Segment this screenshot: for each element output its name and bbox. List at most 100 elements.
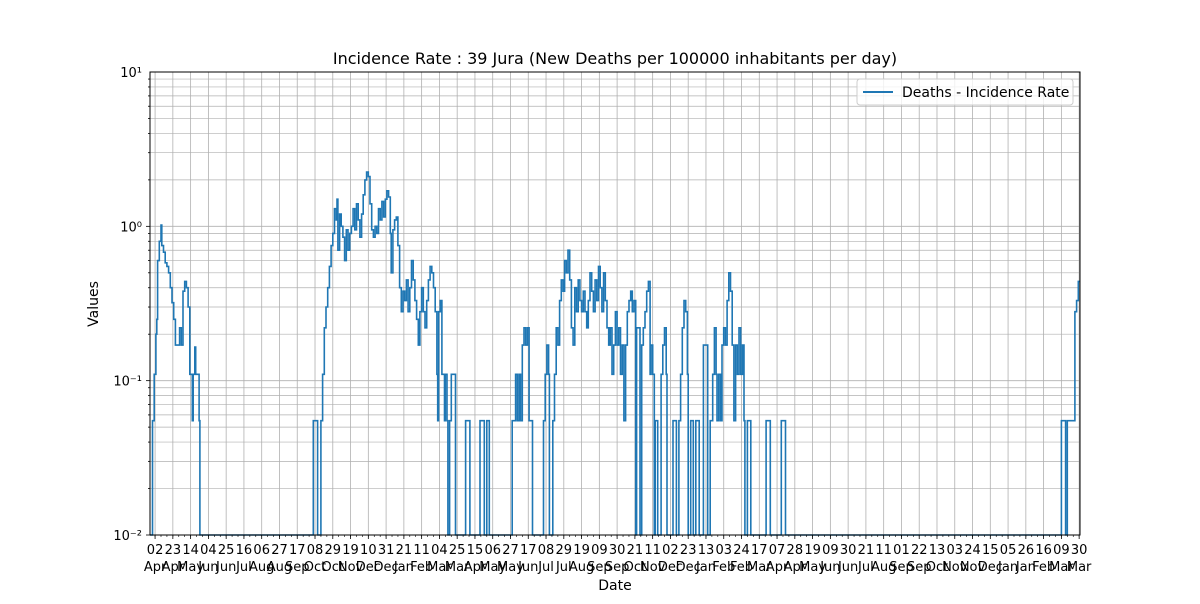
series-line-deaths-incidence-rate: [150, 171, 1080, 536]
x-tick-label-month: May: [799, 560, 826, 575]
grid: [150, 72, 1080, 536]
legend-box: [856, 78, 1074, 106]
y-tick-label: 10⁻¹: [113, 375, 142, 390]
y-tick-label: 10⁰: [120, 220, 142, 235]
x-tick-label-month: Jun: [819, 560, 840, 575]
x-tick-label-day: 06: [253, 543, 270, 558]
x-tick-label-month: Dec: [658, 560, 683, 575]
x-tick-label-month: Sep: [889, 560, 914, 575]
y-tick-label: 10¹: [120, 66, 142, 81]
x-axis: 02Apr23Apr14May04Jun25Jun16Jul06Aug27Aug…: [144, 535, 1092, 575]
x-tick-label-month: Apr: [162, 560, 185, 575]
x-tick-label-month: Jul: [235, 560, 252, 575]
x-tick-label-day: 13: [929, 543, 946, 558]
x-tick-label-day: 29: [556, 543, 573, 558]
x-tick-label-month: May: [497, 560, 524, 575]
x-tick-label-day: 04: [200, 543, 217, 558]
x-tick-label-day: 03: [715, 543, 732, 558]
series-layer: [150, 171, 1080, 536]
x-tick-label-month: Feb: [410, 560, 433, 575]
x-tick-label-day: 24: [733, 543, 750, 558]
x-tick-label-day: 19: [804, 543, 821, 558]
x-tick-label-month: Mar: [1049, 560, 1074, 575]
x-tick-label-month: Jul: [555, 560, 572, 575]
x-tick-label-day: 13: [698, 543, 715, 558]
x-tick-label-day: 24: [964, 543, 981, 558]
x-tick-label-month: Mar: [427, 560, 452, 575]
x-tick-label-day: 10: [360, 543, 377, 558]
x-tick-label-day: 26: [1018, 543, 1035, 558]
x-tick-label-day: 27: [271, 543, 288, 558]
x-tick-label-day: 29: [325, 543, 342, 558]
x-tick-label-month: Feb: [712, 560, 735, 575]
x-tick-label-month: Sep: [605, 560, 630, 575]
x-tick-label-day: 16: [236, 543, 253, 558]
x-tick-label-month: Nov: [338, 560, 364, 575]
x-tick-label-day: 31: [378, 543, 395, 558]
x-tick-label-month: Jul: [857, 560, 874, 575]
x-tick-label-month: Jan: [695, 560, 716, 575]
x-tick-label-month: Apr: [144, 560, 167, 575]
x-tick-label-month: Mar: [445, 560, 470, 575]
x-tick-label-month: Oct: [322, 560, 344, 575]
x-tick-label-day: 15: [467, 543, 484, 558]
x-tick-label-day: 09: [591, 543, 608, 558]
x-tick-label-day: 21: [858, 543, 875, 558]
x-tick-label-month: Nov: [960, 560, 986, 575]
x-tick-label-month: Mar: [747, 560, 772, 575]
x-tick-label-day: 14: [182, 543, 199, 558]
x-tick-label-month: Sep: [285, 560, 310, 575]
x-tick-label-day: 02: [662, 543, 679, 558]
x-tick-label-month: Aug: [569, 560, 594, 575]
x-tick-label-month: Jun: [837, 560, 858, 575]
x-tick-label-month: Feb: [730, 560, 753, 575]
x-tick-label-month: Jun: [215, 560, 236, 575]
x-tick-label-day: 06: [484, 543, 501, 558]
x-tick-label-month: Oct: [624, 560, 646, 575]
x-tick-label-month: Dec: [374, 560, 399, 575]
x-tick-label-day: 08: [307, 543, 324, 558]
x-tick-label-day: 02: [147, 543, 164, 558]
x-tick-label-month: Dec: [356, 560, 381, 575]
x-tick-label-month: Aug: [871, 560, 896, 575]
x-tick-label-day: 25: [218, 543, 235, 558]
x-tick-label-day: 09: [822, 543, 839, 558]
x-tick-label-month: Nov: [942, 560, 968, 575]
x-tick-label-day: 11: [644, 543, 661, 558]
x-tick-label-day: 11: [413, 543, 430, 558]
plot-frame: [149, 71, 1081, 536]
x-tick-label-month: Oct: [926, 560, 948, 575]
x-tick-label-day: 25: [449, 543, 466, 558]
x-tick-label-day: 22: [911, 543, 928, 558]
x-tick-label-day: 30: [609, 543, 626, 558]
x-tick-label-day: 17: [751, 543, 768, 558]
x-tick-label-month: Apr: [464, 560, 487, 575]
x-tick-label-day: 05: [1000, 543, 1017, 558]
x-tick-label-month: Aug: [267, 560, 292, 575]
legend-label: Deaths - Incidence Rate: [902, 85, 1069, 101]
x-tick-label-month: Apr: [766, 560, 789, 575]
x-tick-label-month: Mar: [1067, 560, 1092, 575]
x-tick-label-day: 19: [573, 543, 590, 558]
x-tick-label-day: 23: [680, 543, 697, 558]
x-tick-label-day: 17: [520, 543, 537, 558]
x-tick-label-day: 30: [1071, 543, 1088, 558]
x-tick-label-day: 28: [787, 543, 804, 558]
x-tick-label-day: 09: [1053, 543, 1070, 558]
x-tick-label-month: Sep: [907, 560, 932, 575]
x-tick-label-month: May: [177, 560, 204, 575]
x-tick-label-day: 08: [538, 543, 555, 558]
x-tick-label-month: Aug: [249, 560, 274, 575]
x-tick-label-month: Apr: [784, 560, 807, 575]
x-tick-label-day: 19: [342, 543, 359, 558]
x-tick-label-month: Nov: [640, 560, 666, 575]
y-axis-label: Values: [86, 281, 102, 327]
x-tick-label-day: 07: [769, 543, 786, 558]
x-tick-label-month: Jun: [197, 560, 218, 575]
x-tick-label-month: Jun: [517, 560, 538, 575]
x-tick-label-month: Dec: [978, 560, 1003, 575]
x-tick-label-month: Feb: [1032, 560, 1055, 575]
x-tick-label-day: 27: [502, 543, 519, 558]
